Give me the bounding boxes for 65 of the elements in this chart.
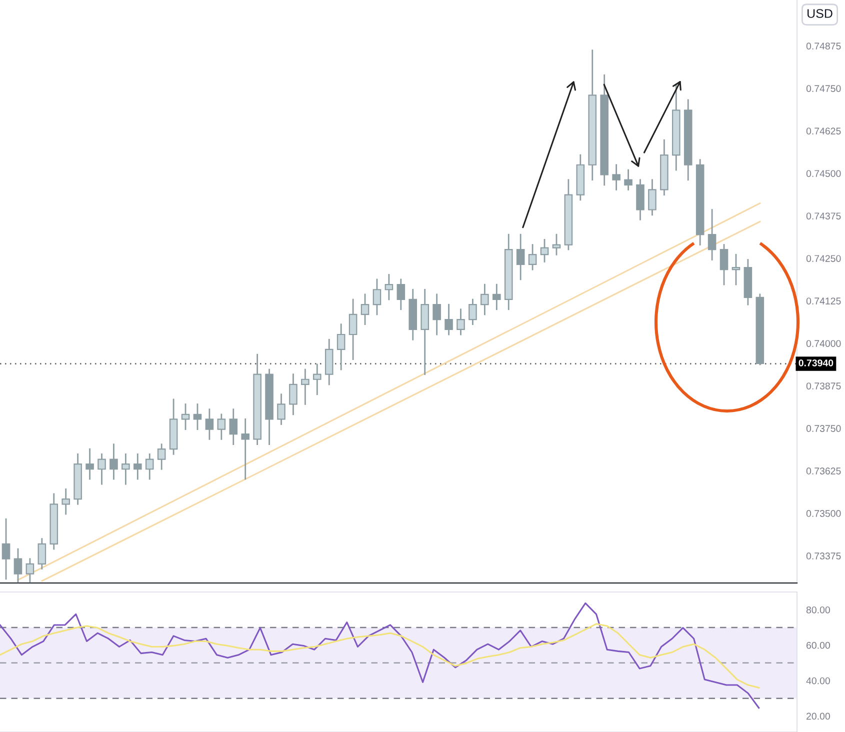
y-tick-label: 0.73875 [806, 382, 841, 390]
y-tick-label: 0.74750 [806, 85, 841, 92]
candlestick [732, 254, 740, 286]
candlestick [277, 394, 286, 425]
candlestick [2, 518, 10, 580]
candlestick [372, 278, 382, 316]
candlestick [708, 209, 716, 260]
y-tick-label: 0.74250 [806, 255, 841, 262]
candlestick [552, 234, 561, 256]
candlestick [720, 244, 728, 286]
y-tick-label: 0.74875 [806, 42, 841, 50]
candlestick [648, 179, 656, 216]
candlestick [134, 453, 142, 480]
candlestick [301, 368, 310, 405]
ref-line-label: 0.73940 [798, 359, 834, 366]
candlestick [348, 298, 358, 360]
candlestick [313, 364, 322, 396]
candlestick [360, 294, 370, 325]
candlestick [540, 238, 549, 262]
y-tick-label: 0.73750 [806, 425, 841, 432]
candlestick [110, 444, 118, 480]
candlestick [336, 324, 346, 370]
y-tick-label: 40.00 [806, 677, 830, 684]
candlestick [384, 274, 394, 300]
candlestick [624, 169, 632, 190]
candlestick [98, 453, 106, 485]
candlestick [145, 453, 154, 480]
y-tick-label: 0.73625 [806, 468, 841, 474]
y-axis-title: USD [808, 9, 832, 18]
candlestick [396, 278, 406, 310]
candlestick [26, 558, 34, 583]
candlestick [528, 244, 537, 270]
y-tick-label: 0.73500 [806, 510, 841, 517]
line-series [0, 602, 760, 709]
candlestick [122, 453, 130, 485]
y-tick-label: 0.74500 [806, 170, 841, 177]
y-tick-label: 0.74375 [806, 212, 841, 220]
y-tick-label: 0.74000 [806, 340, 841, 347]
candlestick [468, 298, 477, 325]
y-tick-label: 0.74625 [806, 128, 841, 134]
candlestick [181, 403, 190, 430]
y-tick-label: 80.00 [806, 606, 830, 614]
candlestick [217, 414, 226, 440]
candlestick [38, 538, 46, 570]
candlestick [480, 284, 489, 316]
candlestick [612, 164, 620, 190]
candlestick [62, 488, 70, 515]
y-tick-label: 20.00 [806, 712, 830, 720]
candlestick [14, 548, 22, 583]
candlestick [193, 403, 202, 430]
y-tick-label: 60.00 [806, 642, 830, 649]
candlestick [492, 284, 501, 310]
candlestick [241, 418, 250, 480]
y-tick-label: 0.74125 [806, 298, 841, 304]
candlestick [229, 408, 238, 445]
line-series [0, 623, 760, 688]
candlestick [86, 448, 94, 480]
candlestick [432, 294, 441, 336]
candlestick [157, 444, 166, 470]
candlestick [516, 234, 525, 280]
candlestick [444, 304, 453, 336]
candlestick [289, 374, 298, 416]
candlestick [456, 308, 465, 336]
y-tick-label: 0.73375 [806, 552, 841, 560]
candlestick [205, 408, 214, 440]
